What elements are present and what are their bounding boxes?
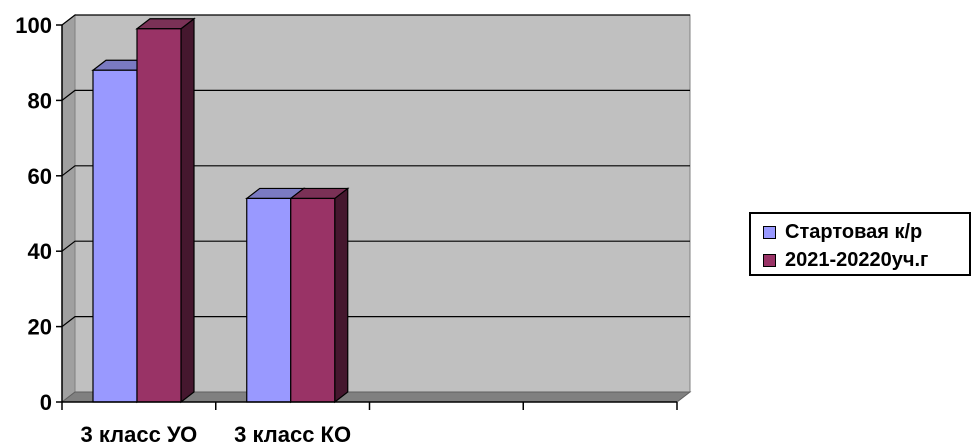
legend-swatch-series-1 <box>763 225 776 239</box>
bar-2-1 <box>135 17 196 404</box>
gridline <box>61 240 690 252</box>
y-tick-label: 20 <box>28 315 52 340</box>
legend-item-series-2: 2021-20220уч.г <box>763 248 928 272</box>
bar-front <box>136 28 182 403</box>
gridline <box>61 165 690 177</box>
bars <box>91 17 350 404</box>
gridline <box>61 14 690 26</box>
legend-swatch-series-2 <box>763 253 776 267</box>
gridline <box>61 316 690 328</box>
y-tick-label: 60 <box>28 164 52 189</box>
bar-front <box>290 197 336 403</box>
bar-2-2 <box>288 187 350 404</box>
y-tick-label: 0 <box>40 390 52 415</box>
y-tick-label: 80 <box>28 88 52 113</box>
x-tick-label: 3 класс УО <box>81 422 198 444</box>
legend-item-series-1: Стартовая к/р <box>763 220 922 244</box>
legend-label-series-1: Стартовая к/р <box>785 220 923 243</box>
y-tick-label: 100 <box>15 13 52 38</box>
legend-label-series-2: 2021-20220уч.г <box>785 248 929 271</box>
y-tick-label: 40 <box>28 239 52 264</box>
x-tick-label: 3 класс КО <box>234 422 351 444</box>
bar-front <box>92 69 138 403</box>
axes: 0 20 40 60 80 100 3 класс УО 3 класс КО <box>15 13 678 444</box>
plot-side-wall <box>61 13 76 404</box>
bar-side <box>180 17 195 404</box>
bar-side <box>334 187 349 404</box>
gridline <box>61 89 690 101</box>
bar-front <box>246 197 292 403</box>
legend: Стартовая к/р 2021-20220уч.г <box>749 212 971 276</box>
